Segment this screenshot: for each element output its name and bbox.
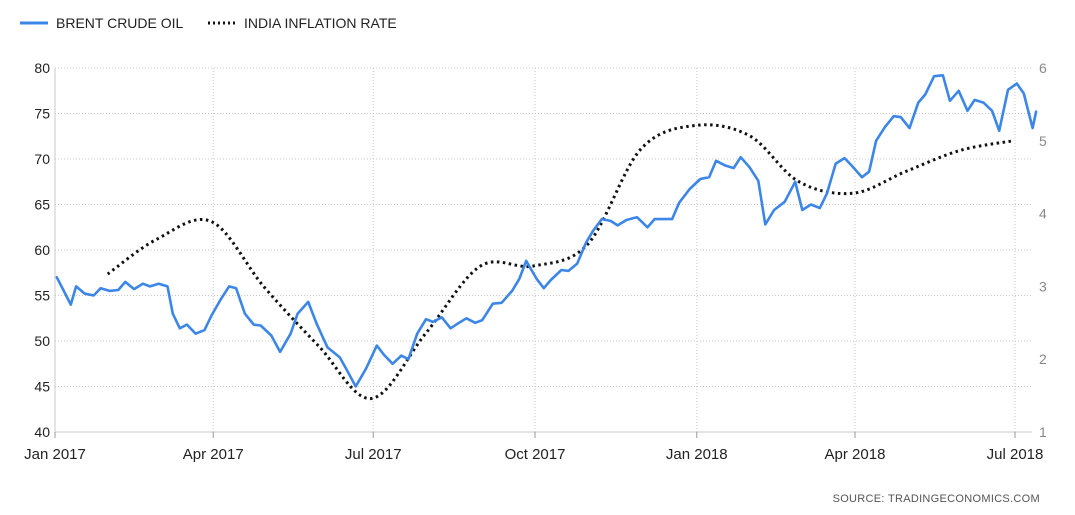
legend: BRENT CRUDE OIL INDIA INFLATION RATE [20, 15, 397, 31]
y-left-tick-label: 55 [34, 288, 50, 304]
x-axis: Jan 2017 Apr 2017 Jul 2017 Oct 2017 Jan 2018… [24, 432, 1043, 463]
x-tick-label: Jul 2018 [987, 446, 1044, 463]
source-note: SOURCE: TRADINGECONOMICS.COM [833, 493, 1040, 505]
x-tick-label: Oct 2017 [505, 446, 566, 463]
legend-label-brent: BRENT CRUDE OIL [56, 15, 184, 31]
y-left-tick-label: 80 [34, 60, 50, 76]
legend-item-brent[interactable]: BRENT CRUDE OIL [20, 15, 184, 31]
x-tick-label: Jul 2017 [345, 446, 402, 463]
y-right-tick-label: 6 [1039, 60, 1047, 76]
y-right-tick-label: 5 [1039, 133, 1047, 149]
x-tick-label: Jan 2018 [666, 446, 728, 463]
y-left-tick-label: 75 [34, 106, 50, 122]
y-left-tick-label: 65 [34, 197, 50, 213]
right-axis: 1 2 3 4 5 6 [1039, 60, 1047, 440]
y-right-tick-label: 3 [1039, 278, 1047, 294]
y-right-tick-label: 1 [1039, 424, 1047, 440]
y-right-tick-label: 2 [1039, 351, 1047, 367]
series-layer [55, 74, 1038, 401]
y-left-tick-label: 50 [34, 333, 50, 349]
legend-item-inflation[interactable]: INDIA INFLATION RATE [208, 15, 397, 31]
y-left-tick-label: 70 [34, 151, 50, 167]
legend-label-inflation: INDIA INFLATION RATE [244, 15, 397, 31]
y-left-tick-label: 40 [34, 424, 50, 440]
y-left-tick-label: 60 [34, 242, 50, 258]
x-tick-label: Jan 2017 [24, 446, 86, 463]
series-line-brent-crude-oil [55, 74, 1038, 388]
y-right-tick-label: 4 [1039, 206, 1047, 222]
x-tick-label: Apr 2018 [825, 446, 886, 463]
y-left-tick-label: 45 [34, 379, 50, 395]
grid [54, 67, 1032, 433]
x-tick-label: Apr 2017 [183, 446, 244, 463]
left-axis: 40 45 50 55 60 65 70 75 80 [34, 60, 50, 440]
series-line-india-inflation [106, 123, 1014, 401]
